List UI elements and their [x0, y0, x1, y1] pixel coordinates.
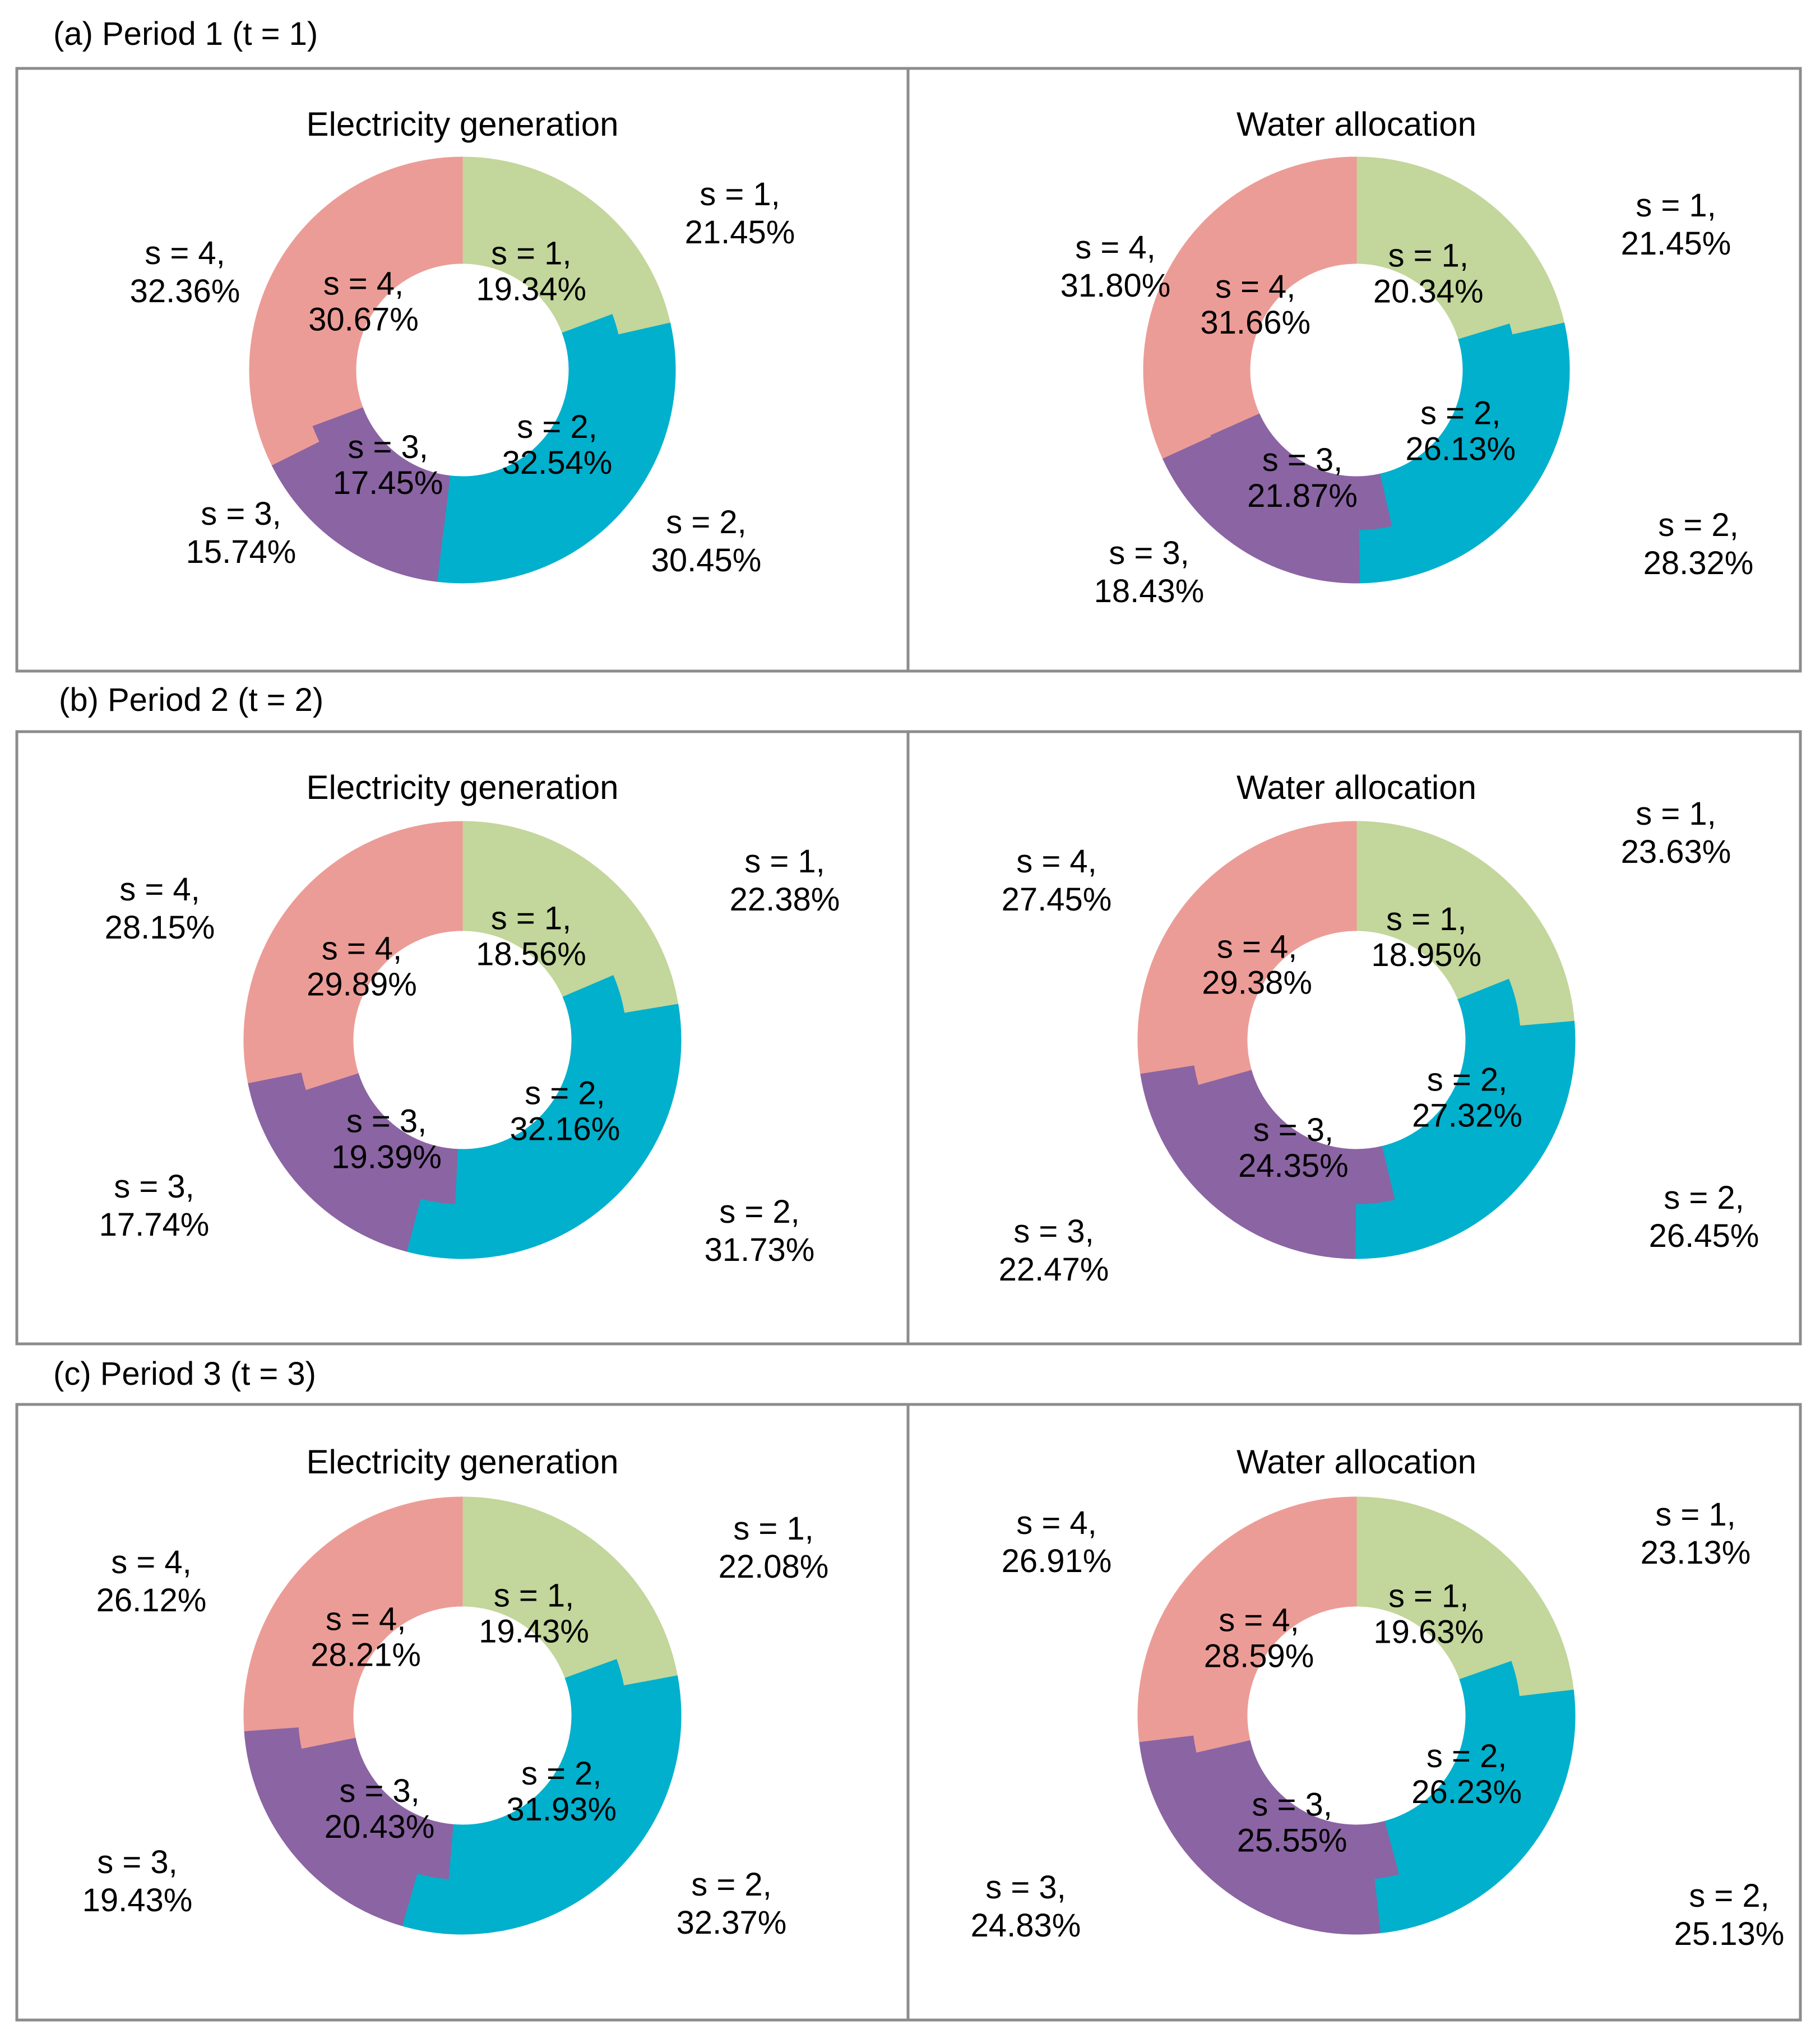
donut-chart: Electricity generation s = 1, 19.34% s = 2,…: [130, 105, 795, 584]
outer-label-s3: s = 3, 15.74%: [186, 496, 297, 570]
outer-label-s2: s = 2, 26.45%: [1649, 1180, 1759, 1254]
panel-heading-b: (b) Period 2 (t = 2): [59, 682, 323, 718]
panel-frame-c-right: [906, 1403, 1802, 2022]
donut-chart: Water allocation s = 1, 18.95% s = 2, 27.32%…: [999, 769, 1759, 1288]
inner-label-s2: s = 2, 32.16%: [510, 1075, 620, 1148]
outer-label-s4: s = 4, 28.15%: [105, 871, 215, 946]
outer-label-s4: s = 4, 32.36%: [130, 235, 240, 309]
chart-title: Electricity generation: [307, 769, 619, 806]
inner-ring-slice-s3: [305, 1073, 458, 1204]
outer-label-s4: s = 4, 27.45%: [1002, 843, 1112, 918]
outer-label-s1: s = 1, 23.13%: [1641, 1496, 1751, 1571]
inner-label-s4: s = 4, 29.89%: [307, 931, 417, 1003]
donut-chart: Water allocation s = 1, 19.63% s = 2, 26.23%…: [971, 1443, 1785, 1952]
inner-ring-slice-s4: [1196, 210, 1357, 436]
inner-ring-slice-s1: [1356, 1551, 1512, 1680]
chart-title: Electricity generation: [307, 105, 619, 143]
inner-label-s2: s = 2, 31.93%: [506, 1755, 617, 1828]
inner-label-s3: s = 3, 21.87%: [1247, 442, 1358, 514]
inner-label-s1: s = 1, 18.95%: [1371, 901, 1481, 973]
inner-ring-slice-s1: [1356, 875, 1509, 1000]
inner-label-s3: s = 3, 19.39%: [331, 1103, 442, 1176]
inner-ring-slice-s3: [1196, 1740, 1399, 1880]
inner-label-s4: s = 4, 31.66%: [1200, 269, 1310, 341]
outer-label-s1: s = 1, 22.08%: [719, 1510, 829, 1585]
inner-label-s2: s = 2, 26.13%: [1405, 395, 1516, 467]
outer-label-s4: s = 4, 31.80%: [1060, 229, 1171, 304]
chart-title: Water allocation: [1237, 769, 1476, 806]
donut-chart: Electricity generation s = 1, 19.43% s = 2,…: [82, 1443, 829, 1941]
inner-label-s1: s = 1, 20.34%: [1373, 237, 1484, 309]
inner-ring-slice-s2: [448, 1659, 627, 1880]
inner-ring-slice-s2: [1381, 978, 1521, 1200]
outer-label-s1: s = 1, 23.63%: [1621, 796, 1731, 870]
outer-label-s2: s = 2, 28.32%: [1643, 507, 1754, 581]
chart-title: Electricity generation: [307, 1443, 619, 1481]
inner-ring-slice-s2: [443, 314, 623, 530]
outer-label-s2: s = 2, 30.45%: [651, 504, 762, 579]
outer-label-s1: s = 1, 22.38%: [730, 843, 840, 918]
panel-frame-b-right: [906, 730, 1802, 1346]
inner-label-s4: s = 4, 28.21%: [311, 1601, 421, 1673]
inner-label-s3: s = 3, 20.43%: [325, 1773, 435, 1845]
inner-label-s1: s = 1, 19.43%: [479, 1578, 589, 1650]
panel-heading-a: (a) Period 1 (t = 1): [53, 16, 318, 52]
inner-ring-slice-s4: [1192, 875, 1357, 1085]
outer-label-s3: s = 3, 24.83%: [971, 1869, 1081, 1944]
inner-ring-slice-s2: [1384, 1661, 1521, 1875]
panel-frame-a-right: [906, 67, 1802, 673]
outer-label-s1: s = 1, 21.45%: [1621, 187, 1731, 262]
outer-label-s3: s = 3, 17.74%: [99, 1168, 210, 1243]
outer-label-s1: s = 1, 21.45%: [685, 176, 795, 251]
inner-ring-slice-s3: [1198, 1069, 1395, 1204]
donut-charts: Electricity generation s = 1, 19.34% s = 2,…: [82, 105, 1785, 1952]
inner-ring-slice-s2: [455, 975, 627, 1204]
inner-ring-slice-s4: [302, 210, 463, 427]
donut-chart: Water allocation s = 1, 20.34% s = 2, 26.13%…: [1060, 105, 1754, 609]
inner-ring-slice-s4: [1192, 1551, 1357, 1753]
inner-label-s1: s = 1, 19.63%: [1373, 1578, 1484, 1650]
chart-title: Water allocation: [1237, 1443, 1476, 1481]
inner-label-s4: s = 4, 29.38%: [1202, 929, 1312, 1001]
outer-label-s3: s = 3, 18.43%: [1094, 535, 1205, 609]
inner-label-s2: s = 2, 26.23%: [1411, 1738, 1522, 1810]
donut-chart: Electricity generation s = 1, 18.56% s = 2,…: [99, 769, 840, 1268]
inner-label-s3: s = 3, 17.45%: [333, 429, 443, 501]
panel-heading-c: (c) Period 3 (t = 3): [53, 1356, 316, 1392]
inner-label-s2: s = 2, 27.32%: [1412, 1061, 1522, 1134]
outer-label-s2: s = 2, 32.37%: [677, 1866, 787, 1941]
inner-ring-slice-s2: [1379, 323, 1517, 526]
outer-label-s2: s = 2, 31.73%: [705, 1194, 815, 1268]
outer-label-s3: s = 3, 22.47%: [999, 1213, 1109, 1288]
outer-label-s4: s = 4, 26.91%: [1002, 1505, 1112, 1579]
outer-label-s4: s = 4, 26.12%: [96, 1544, 207, 1619]
inner-label-s1: s = 1, 19.34%: [476, 235, 586, 307]
inner-ring-slice-s4: [298, 1551, 463, 1749]
inner-ring-slice-s1: [462, 1551, 617, 1679]
inner-label-s4: s = 4, 30.67%: [308, 265, 419, 338]
inner-ring-slice-s3: [301, 1737, 453, 1879]
inner-label-s1: s = 1, 18.56%: [476, 900, 586, 972]
inner-ring-slice-s4: [298, 875, 463, 1090]
outer-label-s3: s = 3, 19.43%: [82, 1844, 193, 1919]
inner-label-s3: s = 3, 25.55%: [1237, 1787, 1347, 1859]
inner-label-s2: s = 2, 32.54%: [502, 409, 613, 481]
inner-label-s3: s = 3, 24.35%: [1238, 1112, 1349, 1184]
inner-ring-slice-s3: [1210, 413, 1392, 530]
outer-label-s2: s = 2, 25.13%: [1674, 1878, 1785, 1952]
inner-label-s4: s = 4, 28.59%: [1204, 1602, 1314, 1674]
chart-title: Water allocation: [1237, 105, 1476, 143]
